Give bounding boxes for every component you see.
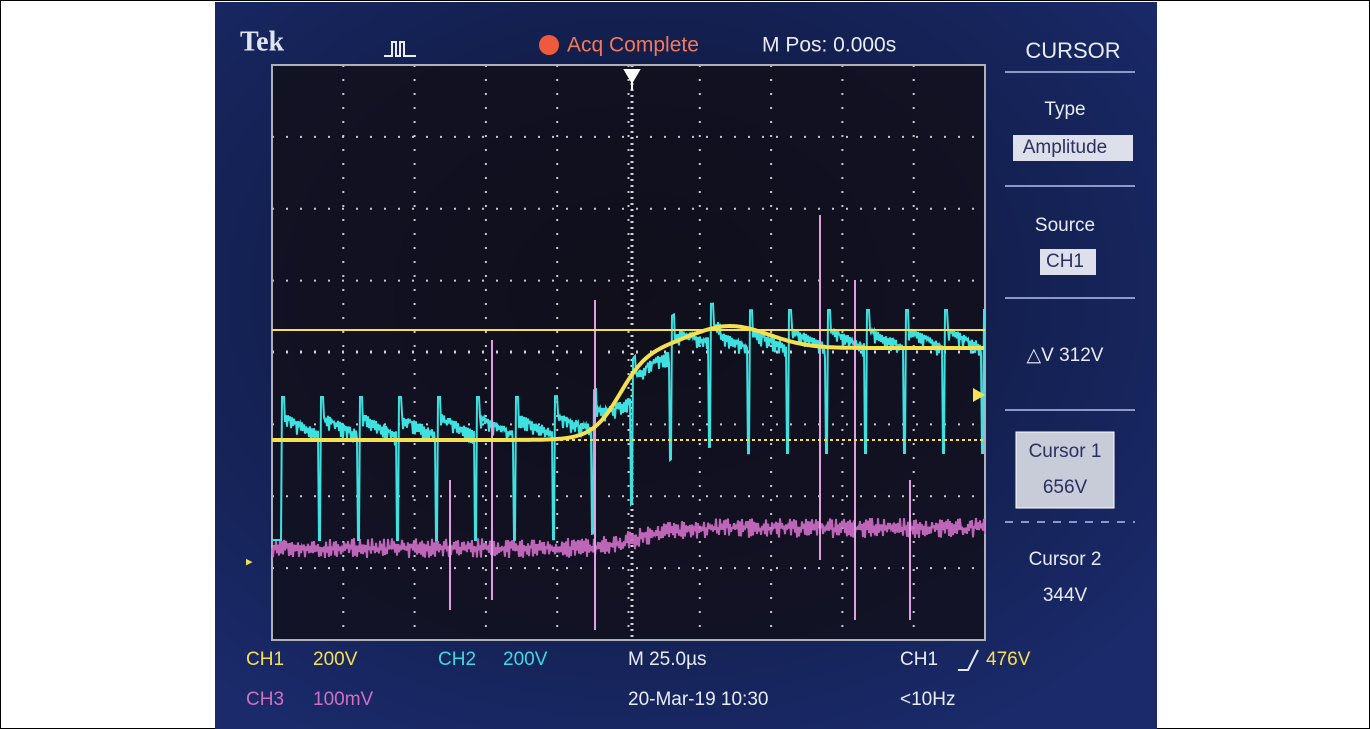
menu-label: Type <box>1044 99 1085 120</box>
ch2-label: CH2 <box>438 649 476 670</box>
graticule-area <box>272 65 985 640</box>
menu: Type Amplitude Source CH1 △V 312V Cursor 1 656… <box>1005 71 1135 606</box>
menu-value: 656V <box>1043 477 1088 498</box>
ch3-trace <box>271 517 986 559</box>
menu-value: CH1 <box>1046 251 1084 272</box>
trigger-level-marker <box>973 388 985 402</box>
menu-value-box <box>1040 249 1096 275</box>
menu-title: CURSOR <box>1025 38 1120 63</box>
menu-value: 344V <box>1043 585 1088 606</box>
ch3-scale: 100mV <box>313 689 374 710</box>
menu-label: Cursor 2 <box>1029 549 1102 570</box>
timestamp: 20-Mar-19 10:30 <box>628 689 768 710</box>
ch2-scale: 200V <box>503 649 548 670</box>
timebase: M 25.0µs <box>628 649 707 670</box>
trigger-source: CH1 <box>900 649 938 670</box>
trigger-level: 476V <box>986 649 1031 670</box>
frequency: <10Hz <box>900 689 955 710</box>
ch1-scale: 200V <box>313 649 358 670</box>
traces <box>271 215 986 630</box>
position: M Pos: 0.000s <box>762 34 896 57</box>
menu-label: Source <box>1035 215 1095 236</box>
status-dot <box>539 35 559 55</box>
acq-status: Acq Complete <box>567 34 699 57</box>
menu-label: △V 312V <box>1027 345 1104 366</box>
ch2-trace <box>272 302 985 541</box>
graticule-border <box>271 64 986 641</box>
channel-marker: ▸ <box>246 553 253 568</box>
brand: Tek <box>240 26 285 57</box>
trigger-slope <box>958 649 979 671</box>
graticule <box>271 64 986 641</box>
trigger-position-marker <box>623 69 641 90</box>
menu-value: Amplitude <box>1023 137 1108 158</box>
ch3-label: CH3 <box>246 689 284 710</box>
ch1-label: CH1 <box>246 649 284 670</box>
menu-highlight <box>1015 431 1115 509</box>
ch1-trace <box>272 323 984 442</box>
menu-label: Cursor 1 <box>1029 441 1102 462</box>
menu-value-box <box>1013 135 1133 161</box>
run-icon <box>384 41 416 57</box>
